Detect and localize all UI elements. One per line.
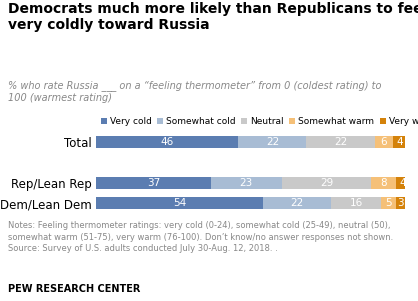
Text: 23: 23	[240, 178, 253, 188]
Text: 3: 3	[398, 198, 404, 208]
Bar	[211, 177, 282, 189]
Text: 5: 5	[385, 198, 392, 208]
Bar	[263, 197, 331, 209]
Bar	[238, 136, 306, 148]
Text: 22: 22	[266, 137, 279, 147]
Bar	[381, 197, 396, 209]
Bar	[396, 197, 405, 209]
Text: 29: 29	[320, 178, 333, 188]
Text: 22: 22	[334, 137, 347, 147]
Text: 46: 46	[161, 137, 174, 147]
Text: 4: 4	[396, 137, 403, 147]
Text: 22: 22	[291, 198, 304, 208]
Bar	[372, 177, 396, 189]
Bar	[393, 136, 405, 148]
Bar	[96, 136, 238, 148]
Legend: Very cold, Somewhat cold, Neutral, Somewhat warm, Very warm: Very cold, Somewhat cold, Neutral, Somew…	[101, 117, 418, 126]
Bar	[331, 197, 381, 209]
Bar	[375, 136, 393, 148]
Text: 37: 37	[147, 178, 160, 188]
Text: PEW RESEARCH CENTER: PEW RESEARCH CENTER	[8, 284, 141, 294]
Bar	[396, 177, 408, 189]
Bar	[96, 177, 211, 189]
Text: 8: 8	[380, 178, 387, 188]
Text: 54: 54	[173, 198, 186, 208]
Text: 16: 16	[349, 198, 362, 208]
Bar	[282, 177, 372, 189]
Text: Democrats much more likely than Republicans to feel
very coldly toward Russia: Democrats much more likely than Republic…	[8, 2, 418, 32]
Text: 6: 6	[380, 137, 387, 147]
Bar	[306, 136, 375, 148]
Text: Notes: Feeling thermometer ratings: very cold (0-24), somewhat cold (25-49), neu: Notes: Feeling thermometer ratings: very…	[8, 221, 394, 253]
Text: 4: 4	[399, 178, 406, 188]
Text: % who rate Russia ___ on a “feeling thermometer” from 0 (coldest rating) to
100 : % who rate Russia ___ on a “feeling ther…	[8, 80, 382, 103]
Bar	[96, 197, 263, 209]
